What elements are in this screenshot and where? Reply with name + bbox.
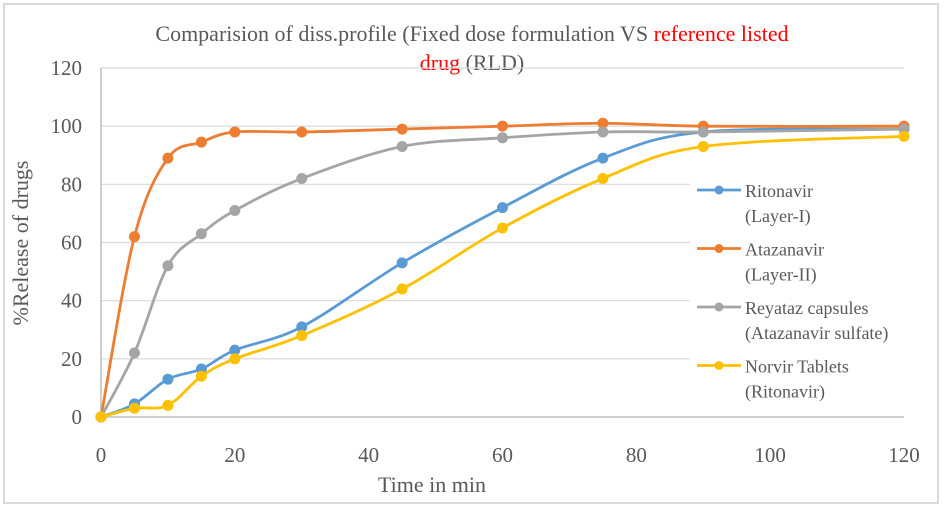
title-red-part-2: drug	[420, 50, 460, 75]
data-point	[162, 399, 174, 411]
legend-label: Reyataz capsules	[745, 298, 868, 318]
data-point	[497, 222, 508, 234]
y-tick-label: 40	[61, 289, 82, 313]
y-tick-label: 20	[61, 347, 82, 371]
legend-item: Norvir Tablets (Ritonavir)	[697, 357, 849, 403]
data-point	[597, 126, 609, 138]
series-3	[95, 130, 910, 423]
y-tick-label: 120	[51, 56, 83, 80]
legend-marker	[714, 244, 724, 253]
legend-background	[690, 172, 922, 412]
series-line	[99, 121, 905, 418]
chart-title: Comparision of diss.profile (Fixed dose …	[155, 21, 788, 75]
legend-item: Ritonavir (Layer-I)	[697, 181, 813, 227]
legend-item: Reyataz capsules (Atazanavir sulfate)	[697, 298, 888, 344]
legend: Ritonavir (Layer-I) Atazanavir (Layer-II) Re…	[690, 172, 922, 412]
data-point	[597, 173, 609, 185]
title-plain-part-2: (RLD)	[460, 50, 524, 75]
data-point	[697, 141, 709, 153]
x-tick-label: 0	[96, 443, 107, 467]
data-point	[497, 202, 508, 214]
data-point	[497, 120, 508, 132]
legend-label: (Atazanavir sulfate)	[745, 323, 888, 344]
y-tick-label: 80	[61, 172, 82, 196]
data-point	[95, 411, 107, 423]
title-plain-part: Comparision of diss.profile (Fixed dose …	[155, 21, 653, 46]
chart-title-line-2: drug (RLD)	[420, 50, 524, 75]
x-tick-label: 120	[888, 443, 920, 467]
data-point	[229, 344, 241, 356]
legend-label: Norvir Tablets	[745, 357, 849, 377]
data-point	[396, 123, 408, 135]
data-point	[597, 117, 609, 129]
data-point	[195, 228, 207, 240]
data-point	[296, 173, 308, 185]
series-group	[95, 117, 910, 423]
title-red-part: reference listed	[654, 21, 789, 46]
data-point	[396, 257, 408, 269]
data-point	[497, 132, 508, 144]
legend-label: Ritonavir	[745, 181, 813, 201]
y-tick-label: 100	[51, 114, 83, 138]
data-point	[396, 283, 408, 295]
axes	[100, 68, 904, 418]
data-point	[396, 141, 408, 153]
data-point	[162, 260, 174, 272]
x-tick-label: 80	[626, 443, 647, 467]
data-point	[898, 130, 910, 142]
x-tick-label: 100	[754, 443, 786, 467]
legend-marker	[714, 302, 724, 312]
x-axis-title: Time in min	[378, 472, 486, 497]
x-tick-label: 40	[358, 443, 379, 467]
x-tick-labels: 0 20 40 60 80 100 120	[96, 443, 920, 467]
y-axis-title: %Release of drugs	[8, 161, 33, 326]
data-point	[229, 353, 241, 365]
data-point	[128, 402, 140, 414]
y-tick-label: 60	[61, 231, 82, 255]
series-line	[99, 127, 905, 418]
data-point	[128, 231, 140, 243]
data-point	[697, 126, 709, 138]
legend-marker	[714, 185, 724, 195]
legend-item: Atazanavir (Layer-II)	[697, 240, 824, 286]
data-point	[296, 126, 308, 138]
legend-label: (Layer-I)	[745, 206, 811, 227]
legend-label: (Layer-II)	[745, 265, 817, 286]
data-point	[128, 347, 140, 359]
data-point	[162, 152, 174, 164]
legend-marker	[714, 361, 724, 370]
data-point	[229, 205, 241, 217]
x-tick-label: 20	[224, 443, 245, 467]
data-point	[597, 152, 609, 164]
legend-label: Atazanavir	[745, 240, 824, 260]
legend-label: (Ritonavir)	[745, 382, 825, 403]
y-tick-label: 0	[72, 405, 83, 429]
x-tick-label: 60	[492, 443, 513, 467]
y-tick-labels: 0 20 40 60 80 100 120	[51, 56, 83, 429]
data-point	[296, 321, 308, 333]
chart-title-line-1: Comparision of diss.profile (Fixed dose …	[155, 21, 788, 46]
data-point	[195, 370, 207, 382]
data-point	[229, 126, 241, 138]
data-point	[162, 373, 174, 385]
data-point	[195, 136, 207, 148]
data-point	[296, 330, 308, 342]
